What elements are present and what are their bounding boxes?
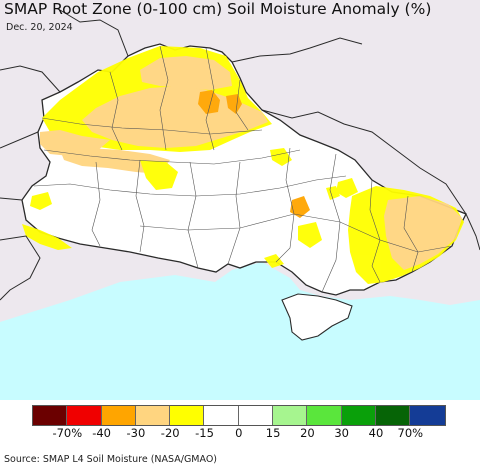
crimea (281, 293, 353, 341)
legend-tick-label: 0 (235, 426, 243, 440)
oblast-borders (33, 45, 453, 293)
map-date: Dec. 20, 2024 (6, 22, 73, 33)
country-borders (0, 9, 480, 301)
legend-swatch (307, 406, 342, 425)
source-credit: Source: SMAP L4 Soil Moisture (NASA/GMAO… (4, 454, 218, 465)
legend-swatch (204, 406, 239, 425)
legend-tick-label: 20 (300, 426, 315, 440)
dry-anomaly-north (22, 46, 322, 268)
map-area (0, 0, 480, 400)
legend-swatch (33, 406, 68, 425)
color-legend (32, 405, 446, 426)
legend-swatch (135, 406, 171, 425)
legend-tick-label: 30 (334, 426, 350, 440)
legend-tick-label: -40 (92, 426, 111, 440)
map-title: SMAP Root Zone (0-100 cm) Soil Moisture … (4, 0, 432, 18)
legend-swatch (341, 406, 376, 425)
legend-swatch (170, 406, 205, 425)
legend-swatch (273, 406, 308, 425)
legend-tick-label: -70% (52, 426, 83, 440)
legend-swatch (67, 406, 102, 425)
legend-swatch (375, 406, 411, 425)
legend-tick-label: 40 (368, 426, 384, 440)
legend-tick-label: -20 (160, 426, 180, 440)
legend-tick-label: 70% (397, 426, 424, 440)
legend-swatch (238, 406, 274, 425)
legend-swatch (410, 406, 445, 425)
black-sea (0, 262, 480, 400)
legend-ticks: -70% -40 -30 -20 -15 0 15 20 30 40 70% (0, 426, 480, 442)
legend-tick-label: -30 (126, 426, 146, 440)
dry-anomaly-east (326, 178, 464, 284)
ukraine-map (0, 0, 480, 400)
legend-tick-label: -15 (195, 426, 214, 440)
legend-swatch (101, 406, 136, 425)
legend-tick-label: 15 (265, 426, 281, 440)
